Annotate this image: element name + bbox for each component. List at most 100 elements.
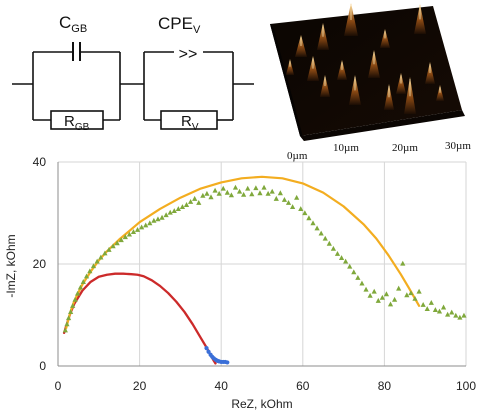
green-data-point: [122, 234, 128, 240]
cgb-label-sub: GB: [71, 23, 87, 35]
green-data-point: [445, 311, 451, 317]
green-data-point: [66, 315, 72, 321]
x-tick-label: 0: [55, 379, 62, 393]
green-data-point: [338, 255, 345, 260]
green-data-point: [440, 304, 447, 310]
red-fit-arc: [62, 272, 217, 365]
green-data-point: [310, 220, 316, 226]
green-data-point: [94, 258, 100, 264]
green-data-point: [396, 285, 402, 291]
green-data-point: [269, 188, 275, 194]
green-data-point: [175, 206, 181, 212]
green-data-point: [257, 190, 263, 196]
green-data-point: [306, 215, 312, 221]
green-data-point: [126, 231, 132, 237]
afm-peak: [436, 85, 444, 101]
green-data-point: [261, 184, 267, 190]
green-data-point: [72, 296, 78, 302]
green-data-point: [155, 216, 161, 222]
green-data-point: [68, 309, 74, 315]
y-tick-label: 0: [39, 359, 46, 373]
green-data-point: [379, 294, 385, 300]
green-data-point: [159, 214, 165, 220]
afm-peaks: [286, 3, 444, 114]
green-data-point: [70, 303, 76, 308]
green-data-point: [428, 299, 434, 305]
green-data-point: [212, 187, 218, 193]
green-data-point: [281, 196, 288, 202]
green-data-point: [355, 274, 361, 280]
green-data-point: [273, 195, 279, 201]
green-data-point: [265, 190, 271, 196]
afm-front-edge: [300, 110, 465, 141]
afm-scale-label-10: 10µm: [333, 142, 359, 154]
rv-label-main: R: [181, 113, 192, 130]
rgb-label-sub: GB: [75, 122, 90, 133]
green-data-point: [408, 290, 414, 296]
cgb-label-main: C: [59, 13, 71, 32]
green-data-point: [83, 273, 90, 279]
green-data-point: [183, 202, 190, 207]
y-axis-label: -ImZ, kOhm: [4, 234, 18, 297]
green-data-point: [326, 240, 332, 246]
green-data-point: [188, 198, 194, 204]
afm-scale-label-30: 30µm: [445, 140, 471, 152]
x-tick-label: 20: [133, 379, 147, 393]
green-data-point: [241, 191, 247, 197]
green-data-point: [62, 327, 68, 333]
blue-data-point: [225, 360, 230, 365]
green-data-point: [314, 225, 320, 231]
green-data-point: [216, 190, 222, 196]
cpev-label-main: CPE: [158, 14, 193, 33]
x-axis-label: ReZ, kOhm: [231, 397, 292, 411]
green-data-point: [302, 210, 308, 216]
green-data-point: [367, 292, 373, 298]
green-data-point: [383, 291, 390, 297]
green-data-point: [363, 286, 369, 292]
green-data-point: [77, 284, 84, 290]
green-data-point: [114, 240, 120, 246]
cgb-label: CGB: [59, 13, 87, 35]
green-data-point: [298, 206, 304, 212]
green-data-point: [387, 301, 394, 307]
green-data-point: [371, 288, 377, 294]
x-tick-label: 100: [456, 379, 476, 393]
green-data-point: [118, 237, 124, 243]
green-data-point: [322, 235, 328, 241]
green-data-point: [87, 268, 93, 274]
green-data-point: [236, 188, 243, 194]
afm-peak: [337, 60, 347, 80]
green-data-point: [420, 302, 426, 307]
green-data-point: [318, 230, 324, 236]
green-data-point: [167, 209, 173, 215]
green-data-point: [110, 243, 116, 249]
green-data-point: [432, 307, 438, 312]
green-data-point: [74, 290, 81, 296]
green-data-point: [245, 185, 251, 191]
green-data-point: [224, 189, 230, 195]
green-data-point: [98, 254, 104, 260]
green-data-point: [253, 185, 259, 191]
green-data-point: [285, 200, 292, 205]
rv-label-sub: V: [192, 122, 199, 133]
green-data-point: [334, 251, 341, 256]
green-data-point: [200, 192, 206, 198]
green-data-point: [461, 312, 467, 318]
green-data-point: [457, 314, 463, 320]
afm-left-edge: [270, 24, 304, 141]
afm-peak: [396, 73, 406, 94]
green-data-point: [375, 297, 381, 303]
green-data-point: [204, 190, 210, 196]
green-data-point: [359, 280, 365, 286]
green-data-point: [208, 194, 214, 200]
green-data-point: [249, 191, 255, 197]
green-data-point: [90, 263, 97, 269]
afm-scale-label-20: 20µm: [392, 142, 418, 154]
afm-peak: [286, 59, 294, 75]
data-points-layer: [62, 184, 467, 365]
y-tick-label: 40: [33, 155, 47, 169]
green-data-point: [294, 194, 300, 200]
green-data-point: [220, 185, 226, 191]
grid-layer: [58, 161, 467, 366]
green-data-point: [196, 200, 202, 205]
